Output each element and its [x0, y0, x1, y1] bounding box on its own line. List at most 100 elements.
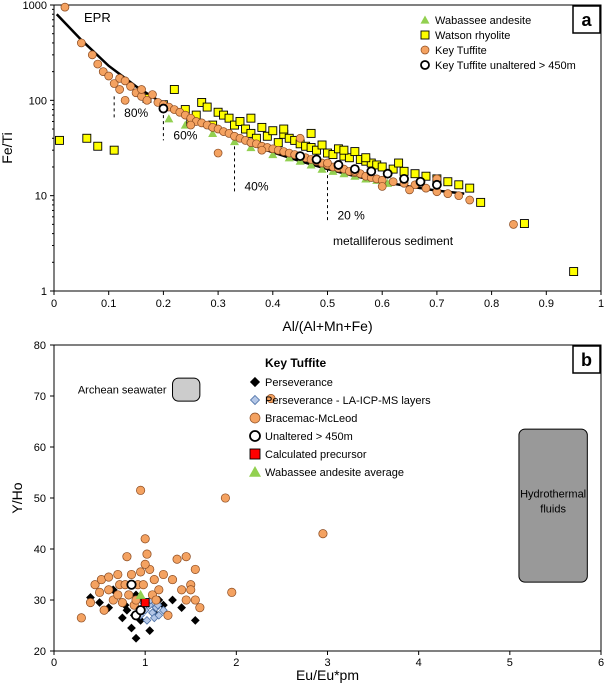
- mixing-marks: 80% 60% 40% 20 %: [113, 96, 365, 222]
- data-point: [168, 595, 177, 605]
- x-tick-label: 0.6: [375, 298, 390, 310]
- data-point: [136, 567, 146, 577]
- data-point: [104, 71, 114, 81]
- x-tick-label: 0.4: [265, 298, 280, 310]
- data-point: [127, 623, 136, 633]
- data-point: [145, 626, 155, 635]
- legend-marker: [420, 45, 430, 55]
- data-point: [306, 128, 316, 138]
- reference-regions: Archean seawater Hydrothermal fluids: [78, 377, 588, 583]
- data-point: [151, 595, 161, 605]
- metalliferous-sediment-label: metalliferous sediment: [333, 234, 454, 248]
- x-tick-label: 3: [324, 657, 330, 669]
- data-point: [311, 154, 322, 165]
- data-point: [279, 124, 289, 134]
- data-point: [177, 585, 187, 595]
- data-point: [366, 166, 377, 177]
- legend-label: Perseverance: [265, 377, 333, 389]
- legend-label: Watson rhyolite: [435, 30, 510, 42]
- axis-ticks-b: 0 1 2 3 4 5 6 20 30 40 50 60 70 80: [34, 340, 604, 669]
- legend-b: Key Tuffite Perseverance Perseverance - LA…: [249, 356, 431, 479]
- data-point: [140, 559, 150, 569]
- data-point: [246, 128, 256, 138]
- data-point: [135, 589, 146, 599]
- data-point: [76, 38, 86, 48]
- panel-label-b: b: [581, 350, 592, 370]
- data-point: [421, 171, 431, 181]
- y-axis-label-a: Fe/Ti: [0, 132, 15, 163]
- epr-curve: [55, 13, 465, 195]
- data-point: [190, 564, 200, 574]
- data-point: [213, 148, 223, 158]
- data-point: [224, 113, 234, 123]
- data-point: [131, 633, 141, 643]
- data-point: [344, 153, 354, 163]
- data-point: [140, 598, 150, 607]
- data-point: [149, 575, 159, 585]
- data-points-b: [76, 393, 328, 643]
- data-point: [154, 610, 164, 620]
- data-point: [82, 133, 92, 143]
- data-point: [142, 549, 152, 559]
- data-point: [93, 59, 103, 69]
- legend-label: Key Tuffite: [435, 45, 487, 57]
- data-point: [154, 585, 164, 595]
- legend-label: Perseverance - LA-ICP-MS layers: [265, 395, 431, 407]
- legend-label: Bracemac-McLeod: [265, 413, 357, 425]
- legend-marker: [420, 30, 430, 40]
- data-point: [323, 158, 332, 168]
- region-label: Hydrothermal fluids: [520, 489, 586, 516]
- axis-ticks-a: 0 0.1 0.2 0.3 0.4 0.5 0.6 0.7 0.8 0.9 1 1 10 100 1000: [23, 0, 605, 310]
- x-tick-label: 4: [416, 657, 422, 669]
- data-point: [177, 603, 186, 613]
- data-point: [120, 76, 130, 86]
- data-point: [197, 98, 207, 107]
- data-point: [415, 176, 426, 187]
- data-point: [306, 160, 316, 169]
- data-point: [246, 143, 256, 152]
- y-tick-label: 1000: [23, 0, 47, 12]
- data-point: [519, 219, 529, 228]
- data-point: [93, 141, 103, 151]
- data-point: [142, 616, 152, 625]
- legend-label: Calculated precursor: [265, 449, 367, 461]
- legend-label: Unaltered > 450m: [265, 431, 353, 443]
- data-point: [227, 587, 237, 597]
- panel-label-box-b: [572, 345, 601, 374]
- data-point: [268, 150, 278, 159]
- data-point: [388, 177, 398, 187]
- data-point: [349, 164, 360, 174]
- legend-marker: [249, 430, 261, 442]
- x-tick-label: 0.5: [320, 298, 335, 310]
- data-point: [158, 569, 168, 580]
- data-point: [104, 585, 114, 595]
- data-point: [164, 114, 174, 123]
- data-point: [339, 145, 349, 155]
- y-tick-label: 50: [34, 493, 46, 505]
- data-point: [350, 147, 360, 157]
- y-tick-label: 20: [34, 646, 46, 658]
- data-point: [55, 135, 64, 145]
- mixing-mark-label: 80%: [124, 106, 148, 120]
- data-point: [361, 153, 371, 163]
- data-point: [142, 95, 152, 105]
- data-point: [169, 85, 179, 94]
- region-label: Archean seawater: [78, 385, 167, 397]
- legend-marker: [249, 394, 261, 406]
- data-point: [454, 191, 464, 201]
- data-point: [382, 168, 393, 179]
- data-point: [167, 575, 178, 585]
- data-point: [138, 580, 148, 590]
- data-point: [399, 173, 409, 184]
- region-box: [518, 428, 588, 583]
- data-point: [377, 182, 387, 191]
- legend-label: Key Tuffite unaltered > 450m: [435, 60, 576, 72]
- data-point: [126, 579, 137, 590]
- plot-frame-a: [53, 4, 602, 292]
- data-point: [118, 613, 127, 623]
- data-point: [202, 102, 212, 112]
- x-tick-label: 2: [233, 657, 239, 669]
- x-tick-label: 5: [507, 657, 513, 669]
- data-point: [295, 151, 306, 162]
